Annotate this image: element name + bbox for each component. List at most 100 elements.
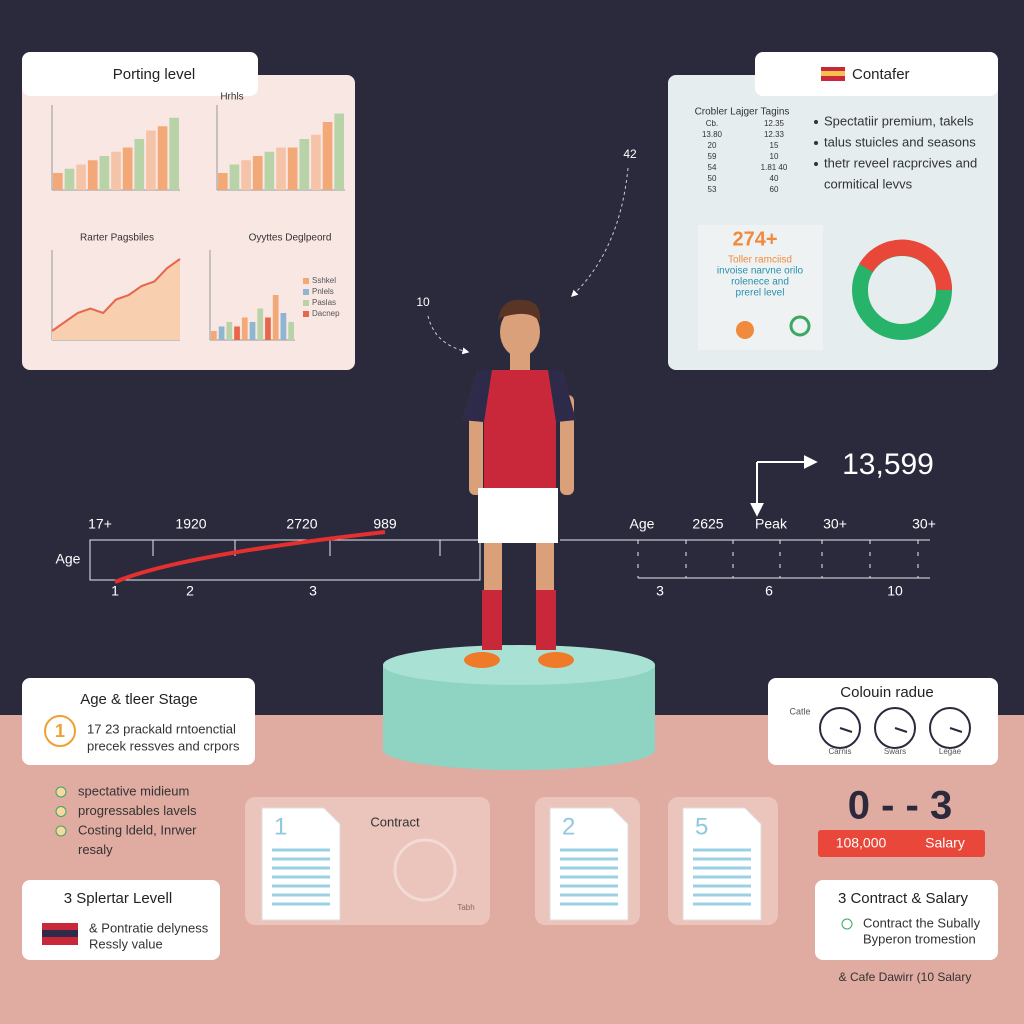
age-card-title: Age & tleer Stage: [80, 691, 198, 708]
level-card-text: Ressly value: [89, 936, 163, 951]
bullet-text: Spectatiir premium, takels: [824, 113, 974, 128]
table-cell: 20: [708, 141, 717, 150]
timeline-number: 1: [111, 583, 119, 599]
check-icon: [55, 825, 67, 837]
bullet-text: cormitical levvs: [824, 176, 913, 191]
age-card-icon-number: 1: [55, 721, 65, 741]
seal: [393, 838, 457, 902]
timeline-label: 17+: [88, 516, 112, 532]
porting-title: Porting level: [113, 66, 196, 83]
hair: [498, 299, 541, 322]
annotation-arrow: [570, 167, 629, 297]
salary-bar: [818, 830, 985, 857]
bar: [111, 151, 121, 190]
highlight-line: prerel level: [736, 288, 785, 299]
flag-stripe: [821, 71, 845, 76]
check-text: spectative midieum: [78, 783, 189, 798]
bar: [211, 331, 217, 340]
sleeves: [462, 370, 576, 422]
table-cell: 40: [770, 174, 779, 183]
shorts: [478, 488, 558, 543]
table-cell: 60: [770, 185, 779, 194]
level-card-title: 3 Splertar Levell: [64, 890, 172, 907]
age-card-icon: [44, 715, 76, 747]
bullet-text: talus stuicles and seasons: [824, 134, 976, 149]
bar: [334, 113, 344, 190]
salary-label: Salary: [925, 835, 965, 851]
timeline-label: 2720: [286, 516, 317, 532]
callout-value: 13,599: [842, 448, 934, 481]
document-stamp: Tabh: [457, 903, 474, 912]
document-label: Contract: [370, 814, 420, 829]
table-cell: 10: [770, 152, 779, 161]
axis-label: Age: [56, 551, 81, 567]
age-card-text: 17 23 prackald rntoenctial: [87, 721, 236, 736]
clocks: Carnis Swars Legae: [819, 707, 971, 756]
bar: [229, 164, 240, 190]
highlight-line: rolenece and: [731, 277, 789, 288]
bullet-list: Spectatiir premium, takels talus stuicles…: [814, 113, 977, 191]
head: [500, 307, 540, 357]
timeline-label: 1920: [175, 516, 206, 532]
bar: [272, 295, 279, 340]
clock-label: Carnis: [828, 747, 851, 756]
bullet-dot: [814, 120, 818, 124]
table-cell: 15: [770, 141, 779, 150]
left-boot: [464, 652, 500, 668]
bullet-dot: [814, 162, 818, 166]
table-cell: Cb.: [706, 119, 718, 128]
right-sock: [536, 590, 556, 650]
footer-note: & Cafe Dawirr (10 Salary: [839, 970, 972, 984]
colour-card-side-label: Catle: [789, 706, 810, 716]
annotation: 42: [623, 147, 637, 161]
highlight-box: [698, 225, 823, 350]
legend-label: Paslas: [312, 298, 336, 307]
bar: [157, 126, 168, 190]
highlight-line: Toller ramciisd: [728, 255, 792, 266]
clock-label: Swars: [884, 747, 906, 756]
pedestal-top: [383, 645, 655, 685]
bar: [276, 147, 286, 190]
check-icon: [55, 786, 67, 798]
check-text: Costing ldeld, Inrwer: [78, 822, 197, 837]
check-text: progressables lavels: [78, 803, 197, 818]
table-cell: 12.33: [764, 130, 785, 139]
bar: [252, 156, 263, 190]
timeline-number: 6: [765, 583, 773, 599]
donut-segment: [859, 239, 953, 291]
mini-chart-title: Rarter Pagsbiles: [80, 233, 154, 244]
timeline-number: 3: [656, 583, 664, 599]
table-cell: 59: [708, 152, 717, 161]
bar: [311, 134, 321, 190]
document-number: 2: [562, 813, 575, 840]
timeline-number: 10: [887, 583, 903, 599]
bar: [322, 122, 333, 190]
flag-stripe: [42, 930, 78, 937]
contract-card: [815, 880, 998, 960]
timeline-label: 30+: [823, 516, 847, 532]
timeline-label: 2625: [692, 516, 723, 532]
bar: [64, 168, 75, 190]
legend-label: Pnlels: [312, 287, 334, 296]
check-text: resaly: [78, 842, 113, 857]
left-leg: [484, 543, 502, 593]
bar: [218, 326, 225, 340]
bar: [265, 317, 271, 340]
legend-label: Dacnep: [312, 309, 340, 318]
clock-hand: [894, 727, 908, 733]
contafer-title: Contafer: [852, 66, 910, 83]
trend-curve: [114, 530, 386, 584]
bar: [169, 117, 179, 190]
document-sheet: [261, 807, 341, 921]
annotation: 10: [416, 295, 430, 309]
timeline-number: 2: [186, 583, 194, 599]
bar: [280, 313, 287, 340]
right-leg: [536, 543, 554, 593]
bar: [299, 139, 310, 190]
porting-tab: [22, 52, 258, 96]
timeline-label: 989: [373, 516, 397, 532]
score: 0 - - 3: [848, 784, 952, 828]
bar: [257, 308, 264, 340]
